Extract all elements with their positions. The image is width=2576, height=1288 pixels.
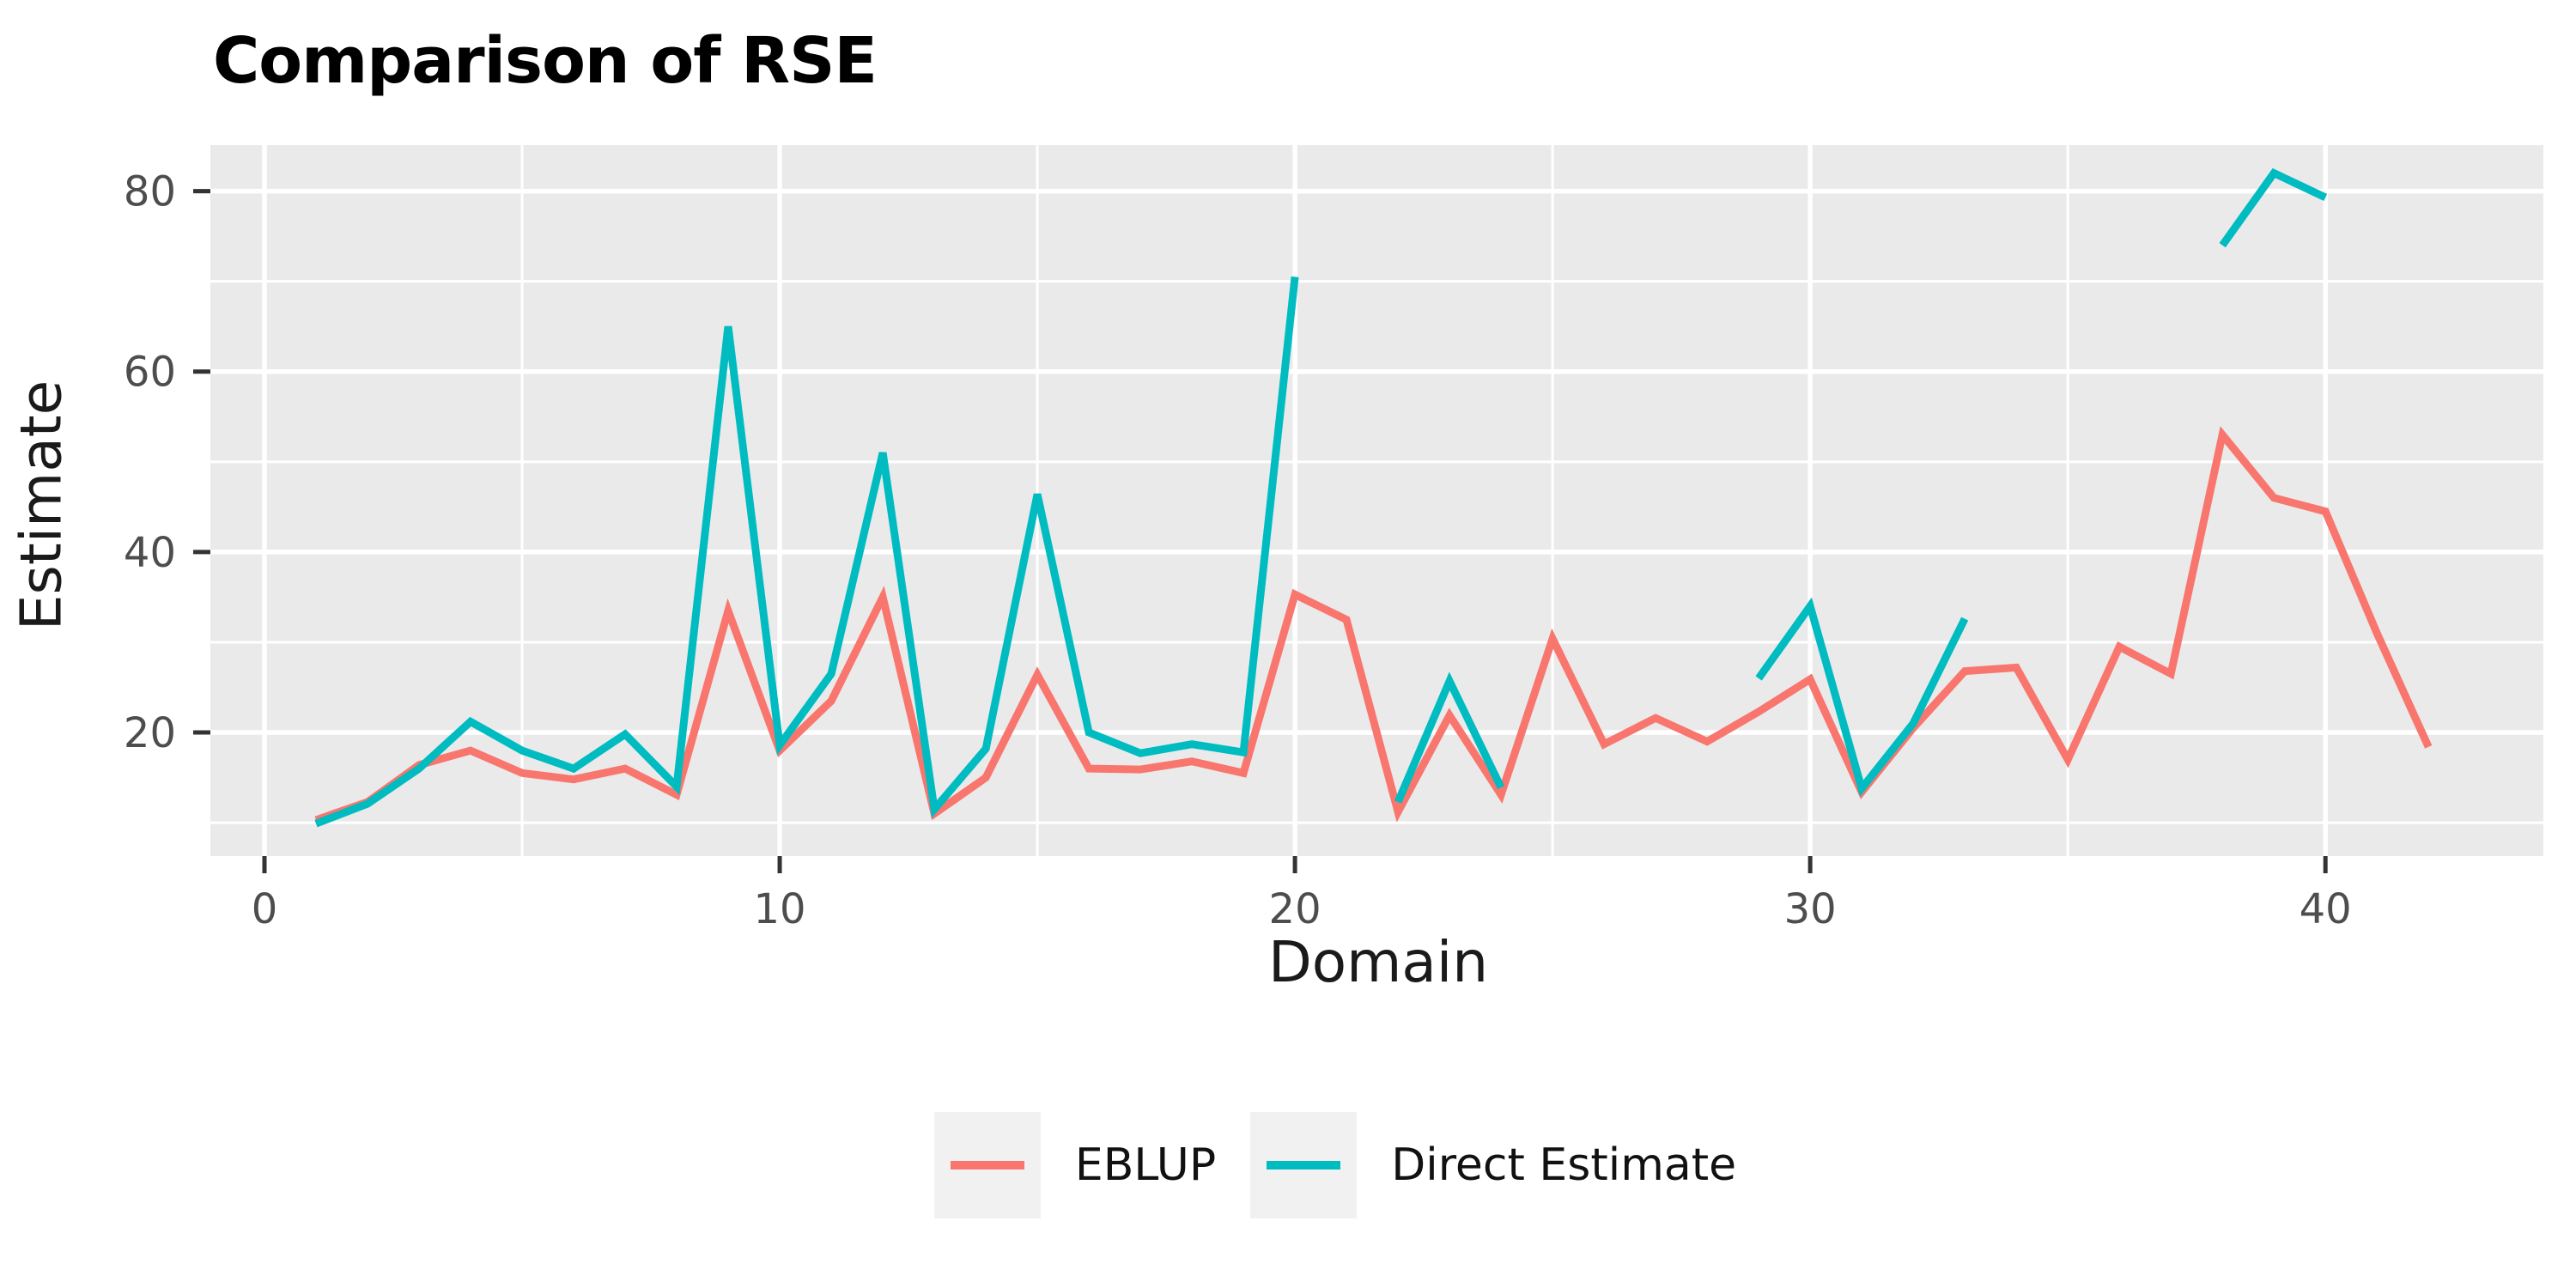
legend-item-direct-estimate: Direct Estimate <box>1250 1112 1736 1218</box>
direct-estimate-line <box>314 276 1299 828</box>
x-tick-label: 40 <box>2300 885 2352 933</box>
chart-title: Comparison of RSE <box>213 24 878 98</box>
direct-estimate-line <box>2219 167 2328 248</box>
legend-key-box <box>1250 1112 1358 1218</box>
x-tick-label: 20 <box>1269 885 1321 933</box>
eblup-line-swatch <box>950 1161 1024 1170</box>
y-tick-label: 80 <box>124 168 176 216</box>
direct-estimate-line-swatch <box>1267 1161 1341 1170</box>
legend-item-eblup: EBLUP <box>933 1112 1217 1218</box>
legend: EBLUP Direct Estimate <box>0 1112 2576 1218</box>
x-tick-label: 0 <box>252 885 278 933</box>
y-axis-title: Estimate <box>8 380 75 631</box>
direct-estimate-line <box>1755 597 1969 797</box>
legend-key-box <box>933 1112 1041 1218</box>
legend-label-eblup: EBLUP <box>1074 1139 1217 1191</box>
panel-background <box>210 145 2543 856</box>
y-tick-label: 20 <box>124 709 176 757</box>
x-axis-title: Domain <box>1267 929 1489 995</box>
y-tick-label: 60 <box>124 349 176 397</box>
x-tick-label: 10 <box>754 885 806 933</box>
legend-label-direct-estimate: Direct Estimate <box>1391 1139 1737 1191</box>
x-tick-label: 30 <box>1784 885 1837 933</box>
direct-estimate-line <box>1394 671 1505 804</box>
y-tick-label: 40 <box>124 529 176 577</box>
eblup-line <box>314 426 2433 824</box>
